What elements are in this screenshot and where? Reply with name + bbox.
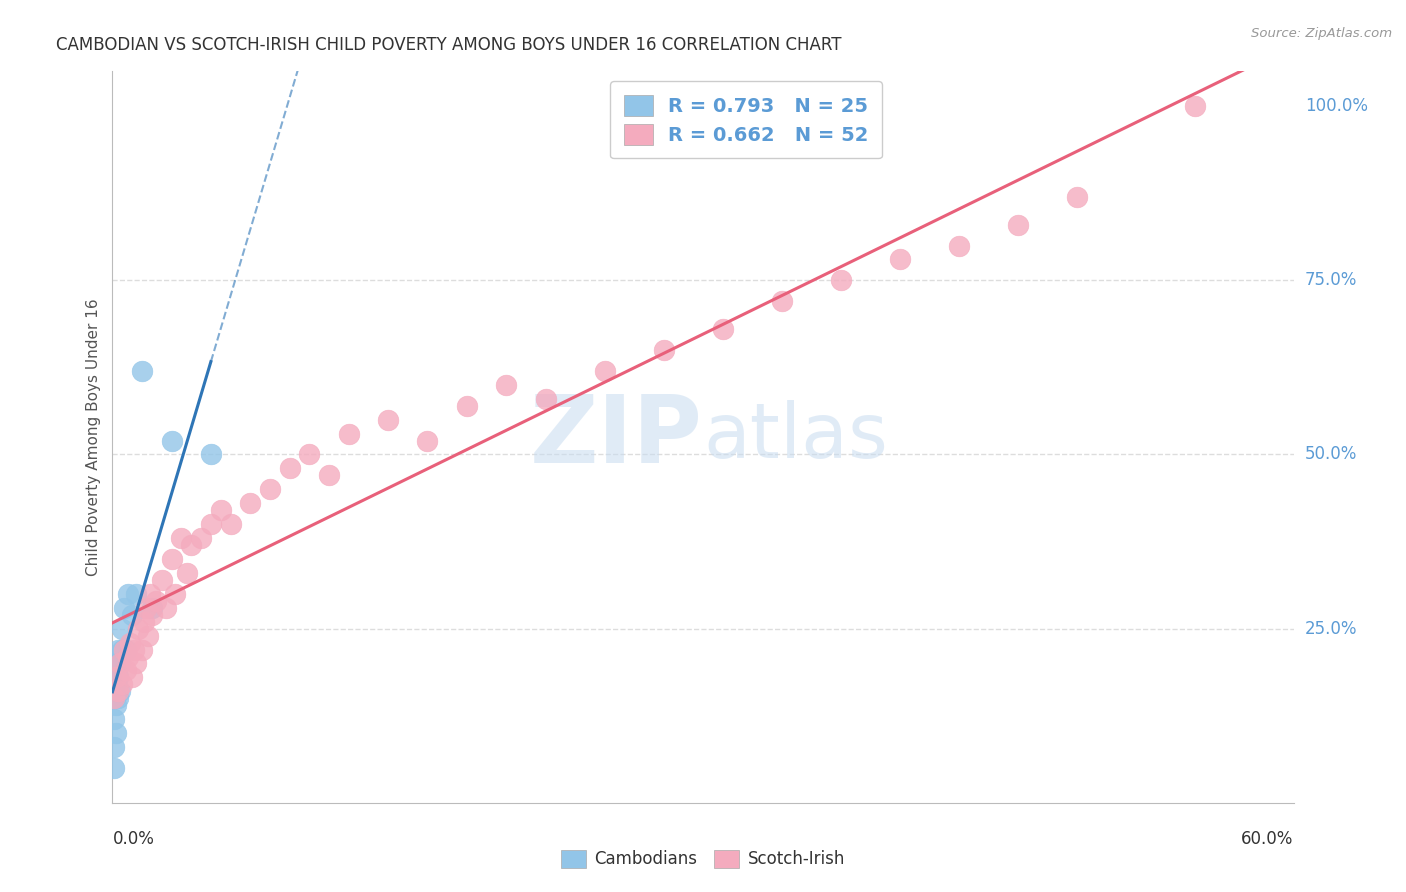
Point — [160, 434, 183, 448]
Text: 60.0%: 60.0% — [1241, 830, 1294, 848]
Point — [120, 635, 142, 649]
Point — [103, 740, 125, 755]
Point — [105, 670, 128, 684]
Point — [103, 712, 125, 726]
Text: 0.0%: 0.0% — [112, 830, 155, 848]
Text: 75.0%: 75.0% — [1305, 271, 1357, 289]
Point — [107, 642, 129, 657]
Point — [132, 615, 155, 629]
Point — [155, 600, 177, 615]
Point — [136, 629, 159, 643]
Point — [1184, 99, 1206, 113]
Point — [534, 392, 557, 406]
Point — [593, 364, 616, 378]
Point — [1066, 190, 1088, 204]
Text: 25.0%: 25.0% — [1305, 620, 1357, 638]
Point — [131, 364, 153, 378]
Point — [219, 517, 242, 532]
Point — [416, 434, 439, 448]
Text: CAMBODIAN VS SCOTCH-IRISH CHILD POVERTY AMONG BOYS UNDER 16 CORRELATION CHART: CAMBODIAN VS SCOTCH-IRISH CHILD POVERTY … — [56, 36, 842, 54]
Point — [1007, 218, 1029, 232]
Point — [239, 496, 262, 510]
Point — [105, 698, 128, 713]
Point — [131, 642, 153, 657]
Point — [377, 412, 399, 426]
Point — [278, 461, 301, 475]
Point — [259, 483, 281, 497]
Point — [125, 657, 148, 671]
Point — [122, 642, 145, 657]
Point — [150, 573, 173, 587]
Point — [103, 691, 125, 706]
Point — [107, 684, 129, 698]
Point — [165, 587, 187, 601]
Point — [112, 642, 135, 657]
Point — [160, 552, 183, 566]
Point — [103, 691, 125, 706]
Point — [176, 566, 198, 580]
Point — [948, 238, 970, 252]
Point — [318, 468, 340, 483]
Point — [652, 343, 675, 357]
Point — [200, 448, 222, 462]
Point — [112, 600, 135, 615]
Point — [121, 607, 143, 622]
Point — [170, 531, 193, 545]
Text: atlas: atlas — [703, 401, 887, 474]
Point — [107, 670, 129, 684]
Y-axis label: Child Poverty Among Boys Under 16: Child Poverty Among Boys Under 16 — [86, 298, 101, 576]
Point — [209, 503, 232, 517]
Point — [117, 649, 139, 664]
Point — [141, 607, 163, 622]
Text: Source: ZipAtlas.com: Source: ZipAtlas.com — [1251, 27, 1392, 40]
Point — [105, 677, 128, 691]
Point — [110, 684, 132, 698]
Point — [115, 642, 138, 657]
Point — [127, 622, 149, 636]
Point — [103, 670, 125, 684]
Point — [125, 587, 148, 601]
Point — [135, 600, 157, 615]
Point — [298, 448, 321, 462]
Text: 50.0%: 50.0% — [1305, 445, 1357, 464]
Legend: Cambodians, Scotch-Irish: Cambodians, Scotch-Irish — [554, 843, 852, 875]
Point — [103, 761, 125, 775]
Point — [830, 273, 852, 287]
Point — [200, 517, 222, 532]
Point — [111, 642, 134, 657]
Point — [180, 538, 202, 552]
Text: 100.0%: 100.0% — [1305, 97, 1368, 115]
Point — [337, 426, 360, 441]
Point — [110, 657, 132, 671]
Point — [115, 664, 138, 678]
Point — [110, 657, 132, 671]
Point — [111, 622, 134, 636]
Point — [456, 399, 478, 413]
Text: ZIP: ZIP — [530, 391, 703, 483]
Point — [889, 252, 911, 267]
Point — [139, 587, 162, 601]
Point — [711, 322, 734, 336]
Point — [105, 726, 128, 740]
Point — [117, 587, 139, 601]
Point — [145, 594, 167, 608]
Point — [770, 294, 793, 309]
Point — [111, 677, 134, 691]
Point — [141, 600, 163, 615]
Point — [495, 377, 517, 392]
Point — [190, 531, 212, 545]
Point — [105, 657, 128, 671]
Point — [121, 670, 143, 684]
Point — [107, 691, 129, 706]
